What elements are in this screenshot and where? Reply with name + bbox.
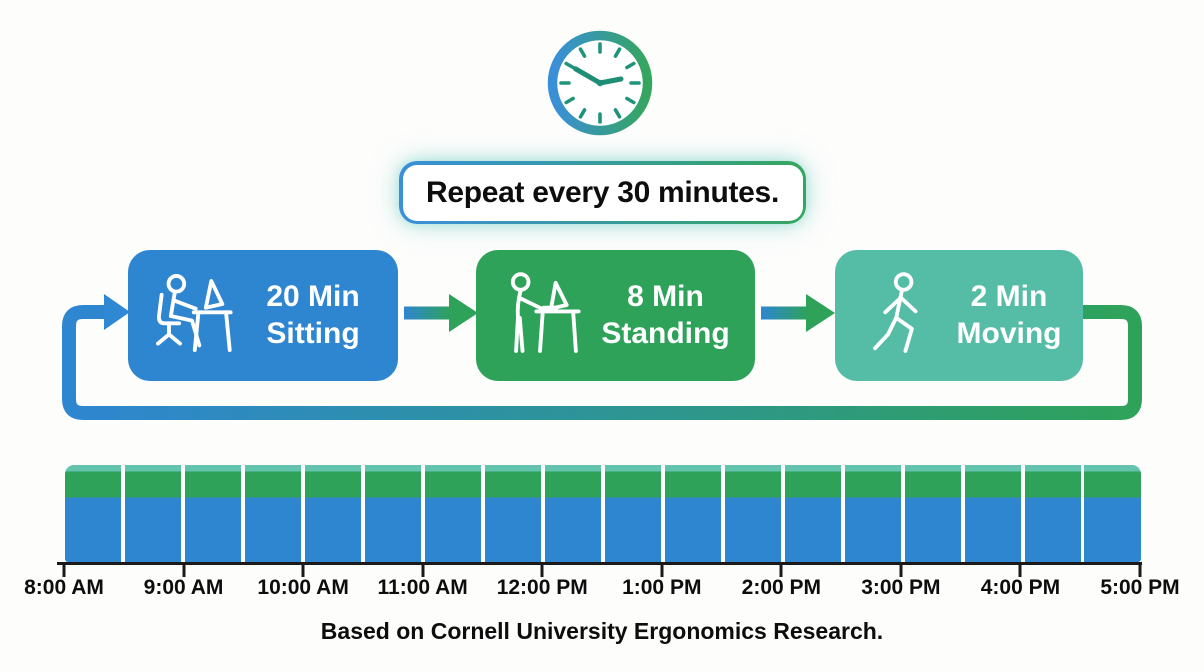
step-duration: 8 Min [627, 279, 704, 313]
arrow-right-icon [404, 294, 478, 332]
clock-icon [543, 26, 657, 140]
step-activity: Moving [956, 316, 1062, 350]
step-text: 8 Min Standing [586, 279, 745, 352]
step-activity: Standing [601, 316, 730, 350]
step-box-sitting: 20 Min Sitting [128, 250, 398, 381]
timeline-tick [899, 563, 903, 577]
timeline-segment [904, 465, 962, 562]
timeline-hour-label: 2:00 PM [741, 576, 822, 599]
timeline-tick [540, 563, 544, 577]
timeline-hour-label: 1:00 PM [622, 576, 702, 599]
timeline-tick [1138, 563, 1142, 577]
timeline-hour-label: 10:00 AM [257, 576, 349, 599]
timeline-hour-label: 5:00 PM [1100, 576, 1180, 599]
daily-timeline-bar [65, 465, 1141, 562]
timeline-hour-label: 12:00 PM [496, 576, 588, 599]
timeline-hour-label: 3:00 PM [861, 576, 941, 599]
timeline-hour-label: 4:00 PM [980, 576, 1061, 599]
person-sitting-at-desk-icon [156, 273, 233, 352]
clock-icon-svg [547, 30, 653, 136]
cycle-loop-arrow [62, 294, 1142, 420]
timeline-segment [304, 465, 362, 562]
repeat-banner-inner: Repeat every 30 minutes. [402, 164, 803, 221]
timeline-segment [484, 465, 542, 562]
timeline-segment [784, 465, 842, 562]
timeline-segment [364, 465, 422, 562]
timeline-segment [844, 465, 902, 562]
timeline-segment [604, 465, 662, 562]
attribution-text: Based on Cornell University Ergonomics R… [320, 618, 884, 644]
timeline-tick [421, 563, 425, 577]
person-walking-icon [873, 271, 918, 353]
step-activity: Sitting [266, 316, 360, 350]
timeline-segment [544, 465, 602, 562]
repeat-banner: Repeat every 30 minutes. [399, 161, 806, 224]
timeline-segment [1024, 465, 1081, 562]
step-duration: 20 Min [266, 279, 360, 313]
step-box-standing: 8 Min Standing [476, 250, 755, 381]
loop-arrowhead-icon [104, 294, 130, 330]
arrow-right-icon [761, 294, 835, 332]
timeline-hour-label: 9:00 AM [143, 576, 224, 599]
timeline-segment [724, 465, 782, 562]
timeline-segment [664, 465, 722, 562]
repeat-banner-text: Repeat every 30 minutes. [426, 175, 779, 209]
timeline-tick [301, 563, 305, 577]
timeline-axis [57, 562, 1142, 565]
step-box-moving: 2 Min Moving [835, 250, 1083, 381]
timeline-segment [1084, 465, 1141, 562]
timeline-tick [182, 563, 186, 577]
timeline-tick [62, 563, 66, 577]
timeline-tick [1018, 563, 1022, 577]
timeline-segment [124, 465, 182, 562]
step-duration: 2 Min [970, 279, 1048, 313]
timeline-segment [964, 465, 1021, 562]
step-text: 20 Min Sitting [238, 279, 388, 352]
timeline-tick [660, 563, 664, 577]
step-text: 2 Min Moving [945, 279, 1073, 352]
timeline-segment [65, 465, 122, 562]
timeline-hour-label: 11:00 AM [377, 576, 468, 599]
timeline-hour-label: 8:00 AM [24, 576, 104, 599]
person-at-standing-desk-icon [510, 271, 581, 353]
timeline-tick [779, 563, 783, 577]
timeline-segment [424, 465, 482, 562]
timeline-segment [244, 465, 302, 562]
timeline-segment [184, 465, 242, 562]
